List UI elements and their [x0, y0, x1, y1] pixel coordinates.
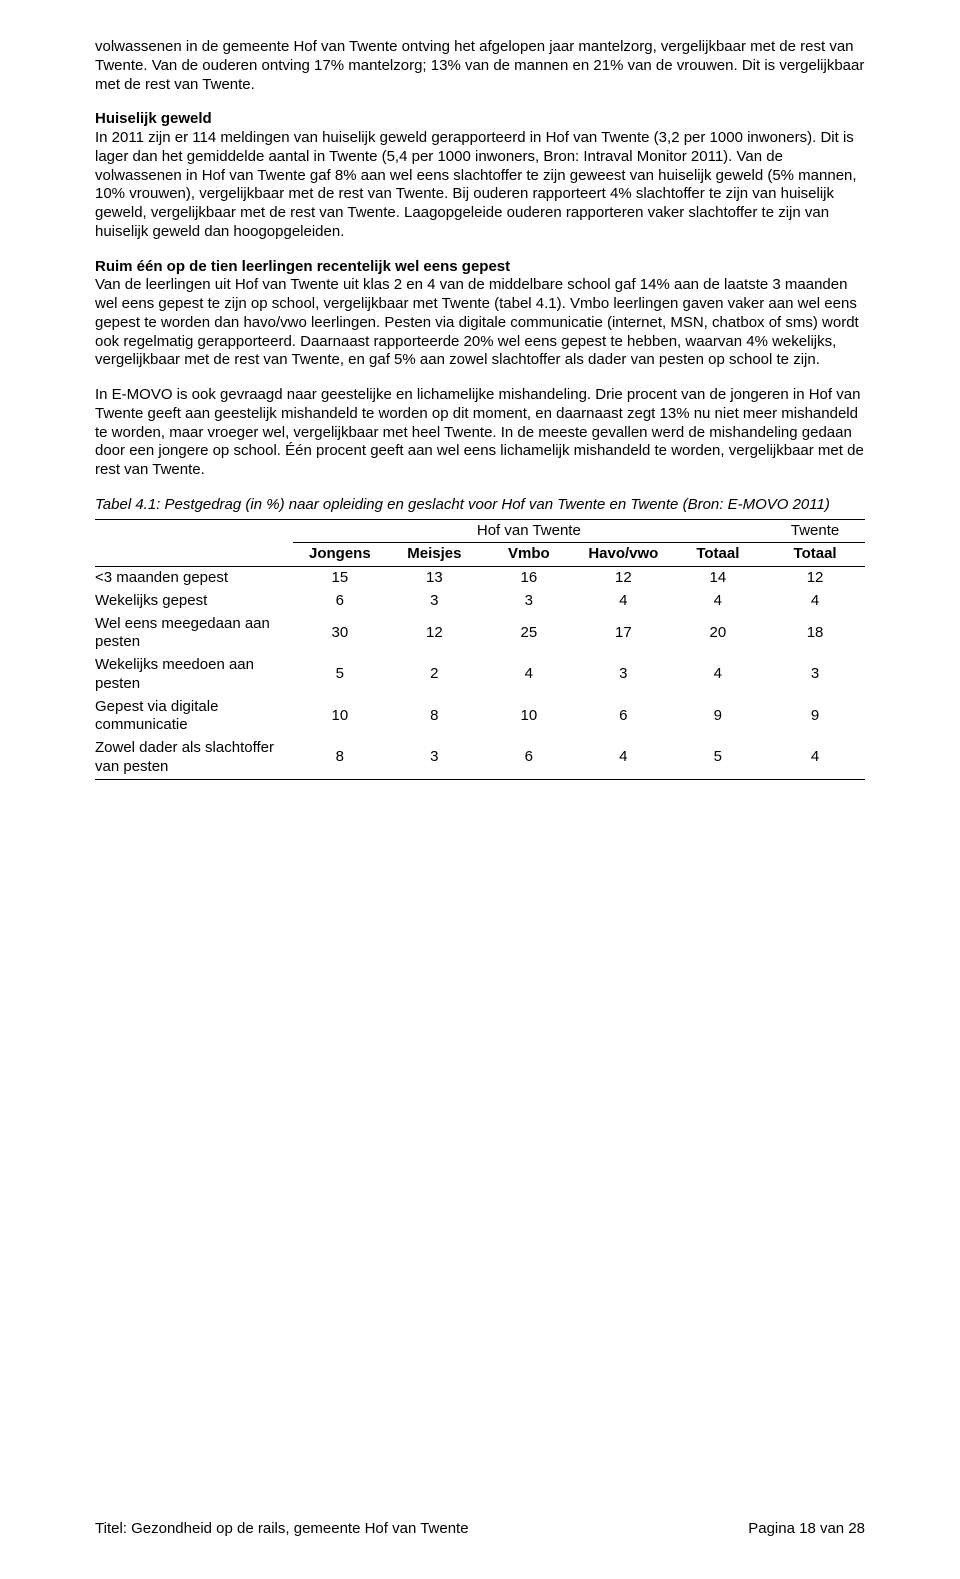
col-totaal-hof: Totaal [671, 543, 766, 567]
table-column-header-row: Jongens Meisjes Vmbo Havo/vwo Totaal Tot… [95, 543, 865, 567]
paragraph-emovo: In E-MOVO is ook gevraagd naar geestelij… [95, 386, 865, 480]
footer-page: Pagina 18 van 28 [748, 1520, 865, 1539]
table-cell: 10 [482, 696, 577, 738]
table-cell: 4 [671, 654, 766, 696]
table-cell: 10 [293, 696, 388, 738]
row-label: <3 maanden gepest [95, 567, 293, 590]
heading-ruim: Ruim één op de tien leerlingen recenteli… [95, 258, 510, 275]
table-cell: 18 [765, 613, 865, 655]
table-cell: 12 [576, 567, 671, 590]
table-row: Gepest via digitale communicatie10810699 [95, 696, 865, 738]
col-jongens: Jongens [293, 543, 388, 567]
table-cell: 6 [482, 737, 577, 779]
table-cell: 4 [576, 737, 671, 779]
page-footer: Titel: Gezondheid op de rails, gemeente … [95, 1520, 865, 1539]
row-label: Zowel dader als slachtoffer van pesten [95, 737, 293, 779]
row-label: Wekelijks gepest [95, 590, 293, 613]
table-row: Wekelijks gepest633444 [95, 590, 865, 613]
table-cell: 4 [482, 654, 577, 696]
table-cell: 9 [671, 696, 766, 738]
row-label: Wel eens meegedaan aan pesten [95, 613, 293, 655]
text-huiselijk: In 2011 zijn er 114 meldingen van huisel… [95, 129, 857, 240]
table-cell: 4 [765, 590, 865, 613]
table-row: Zowel dader als slachtoffer van pesten83… [95, 737, 865, 779]
table-cell: 4 [671, 590, 766, 613]
table-cell: 13 [387, 567, 482, 590]
table-row: <3 maanden gepest151316121412 [95, 567, 865, 590]
col-havovwo: Havo/vwo [576, 543, 671, 567]
group-header-hof: Hof van Twente [293, 519, 766, 543]
table-cell: 5 [293, 654, 388, 696]
table-cell: 3 [765, 654, 865, 696]
table-cell: 9 [765, 696, 865, 738]
col-vmbo: Vmbo [482, 543, 577, 567]
heading-huiselijk: Huiselijk geweld [95, 110, 212, 127]
table-cell: 4 [765, 737, 865, 779]
table-cell: 3 [576, 654, 671, 696]
col-totaal-twente: Totaal [765, 543, 865, 567]
pestgedrag-table: Hof van Twente Twente Jongens Meisjes Vm… [95, 519, 865, 780]
table-cell: 3 [482, 590, 577, 613]
group-header-twente: Twente [765, 519, 865, 543]
paragraph-intro: volwassenen in de gemeente Hof van Twent… [95, 38, 865, 94]
table-cell: 25 [482, 613, 577, 655]
page: volwassenen in de gemeente Hof van Twent… [0, 0, 960, 1579]
table-cell: 8 [387, 696, 482, 738]
col-meisjes: Meisjes [387, 543, 482, 567]
text-ruim: Van de leerlingen uit Hof van Twente uit… [95, 276, 859, 368]
table-body: <3 maanden gepest151316121412Wekelijks g… [95, 567, 865, 780]
table-cell: 6 [293, 590, 388, 613]
table-cell: 3 [387, 737, 482, 779]
table-cell: 4 [576, 590, 671, 613]
table-cell: 17 [576, 613, 671, 655]
table-group-header-row: Hof van Twente Twente [95, 519, 865, 543]
table-cell: 2 [387, 654, 482, 696]
table-cell: 8 [293, 737, 388, 779]
table-cell: 12 [765, 567, 865, 590]
footer-title: Titel: Gezondheid op de rails, gemeente … [95, 1520, 469, 1539]
table-caption: Tabel 4.1: Pestgedrag (in %) naar opleid… [95, 496, 865, 515]
table-cell: 14 [671, 567, 766, 590]
table-cell: 12 [387, 613, 482, 655]
table-cell: 30 [293, 613, 388, 655]
table-row: Wel eens meegedaan aan pesten30122517201… [95, 613, 865, 655]
row-label: Gepest via digitale communicatie [95, 696, 293, 738]
paragraph-huiselijk: Huiselijk geweld In 2011 zijn er 114 mel… [95, 110, 865, 241]
table-cell: 5 [671, 737, 766, 779]
table-cell: 20 [671, 613, 766, 655]
row-label: Wekelijks meedoen aan pesten [95, 654, 293, 696]
table-cell: 15 [293, 567, 388, 590]
table-cell: 16 [482, 567, 577, 590]
table-cell: 6 [576, 696, 671, 738]
paragraph-ruim: Ruim één op de tien leerlingen recenteli… [95, 258, 865, 371]
table-row: Wekelijks meedoen aan pesten524343 [95, 654, 865, 696]
table-cell: 3 [387, 590, 482, 613]
